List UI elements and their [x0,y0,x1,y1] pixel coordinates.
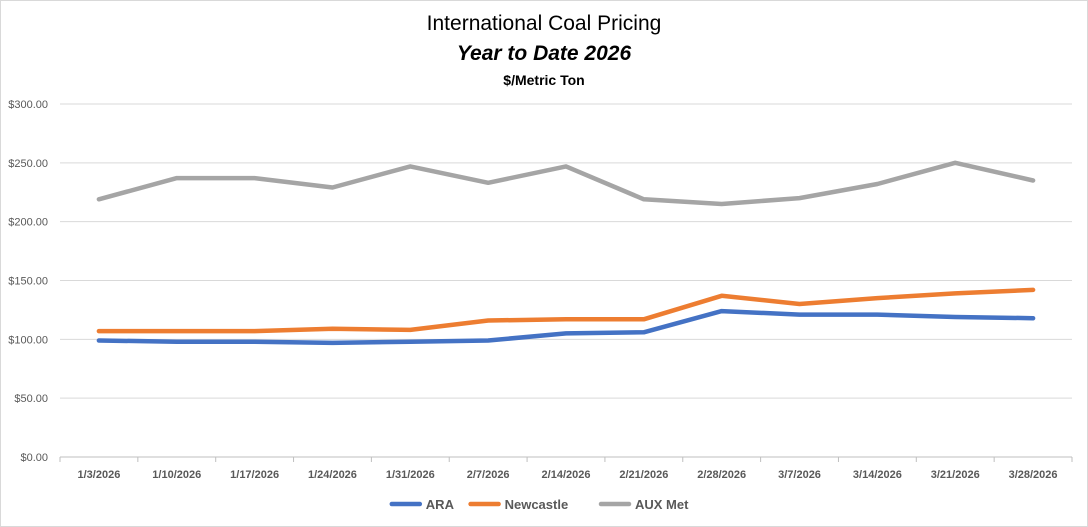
chart-units-label: $/Metric Ton [503,72,585,88]
x-tick-label: 2/7/2026 [467,469,510,481]
x-tick-label: 2/28/2026 [697,469,746,481]
y-tick-label: $100.00 [8,334,48,346]
y-tick-label: $250.00 [8,158,48,170]
x-tick-label: 2/14/2026 [542,469,591,481]
series-line-aux-met [96,160,1036,207]
x-tick-label: 3/21/2026 [931,469,980,481]
y-tick-label: $150.00 [8,276,48,288]
legend-label-ara: ARA [426,497,455,512]
x-tick-label: 3/14/2026 [853,469,902,481]
chart-subtitle: Year to Date 2026 [456,42,632,65]
series-line-newcastle [96,287,1036,334]
series-line-ara [96,308,1036,346]
legend-label-newcastle: Newcastle [505,497,569,512]
y-tick-label: $200.00 [8,217,48,229]
legend-label-aux-met: AUX Met [635,497,689,512]
y-tick-label: $300.00 [8,99,48,111]
x-tick-label: 2/21/2026 [619,469,668,481]
x-tick-label: 1/24/2026 [308,469,357,481]
y-tick-label: $50.00 [14,393,48,405]
chart-title: International Coal Pricing [426,12,662,35]
x-tick-label: 1/17/2026 [230,469,279,481]
x-tick-label: 1/31/2026 [386,469,435,481]
x-tick-label: 1/10/2026 [152,469,201,481]
x-tick-label: 3/7/2026 [778,469,821,481]
y-tick-label: $0.00 [20,452,48,464]
x-tick-label: 1/3/2026 [78,469,121,481]
x-tick-label: 3/28/2026 [1009,469,1058,481]
